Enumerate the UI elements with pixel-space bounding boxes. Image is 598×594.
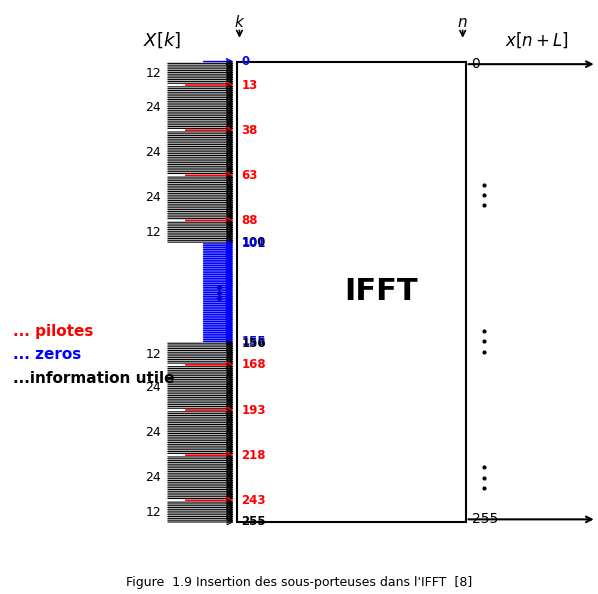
FancyBboxPatch shape [236, 62, 466, 522]
Text: 255: 255 [241, 516, 266, 529]
Text: 12: 12 [145, 226, 161, 239]
Text: $k$: $k$ [234, 14, 245, 30]
Text: 255: 255 [472, 513, 498, 526]
Text: 24: 24 [145, 191, 161, 204]
Text: 155: 155 [241, 335, 266, 348]
Text: 12: 12 [145, 67, 161, 80]
Text: $n$: $n$ [457, 15, 468, 30]
Text: 156: 156 [241, 337, 266, 350]
Text: 100: 100 [241, 236, 266, 249]
Text: Figure  1.9 Insertion des sous-porteuses dans l'IFFT  [8]: Figure 1.9 Insertion des sous-porteuses … [126, 576, 472, 589]
Text: ... pilotes: ... pilotes [13, 324, 94, 339]
Text: 12: 12 [145, 347, 161, 361]
Text: 218: 218 [241, 448, 266, 462]
Text: 88: 88 [241, 214, 258, 227]
Text: 168: 168 [241, 358, 266, 371]
Text: 193: 193 [241, 403, 266, 416]
Text: 24: 24 [145, 101, 161, 114]
Text: 63: 63 [241, 169, 258, 182]
Text: 101: 101 [241, 238, 266, 251]
Text: 24: 24 [145, 426, 161, 439]
Text: 24: 24 [145, 471, 161, 484]
Text: 0: 0 [472, 57, 480, 71]
Text: 38: 38 [241, 124, 258, 137]
Text: 243: 243 [241, 494, 266, 507]
Text: $x[n+L]$: $x[n+L]$ [505, 31, 569, 50]
Text: ...information utile: ...information utile [13, 371, 175, 386]
Text: 24: 24 [145, 146, 161, 159]
Text: 13: 13 [241, 78, 258, 91]
Text: 24: 24 [145, 381, 161, 394]
Text: IFFT: IFFT [344, 277, 417, 307]
Text: $X[k]$: $X[k]$ [143, 31, 181, 50]
Text: 12: 12 [145, 505, 161, 519]
Text: ... zeros: ... zeros [13, 347, 81, 362]
Text: 0: 0 [241, 55, 249, 68]
